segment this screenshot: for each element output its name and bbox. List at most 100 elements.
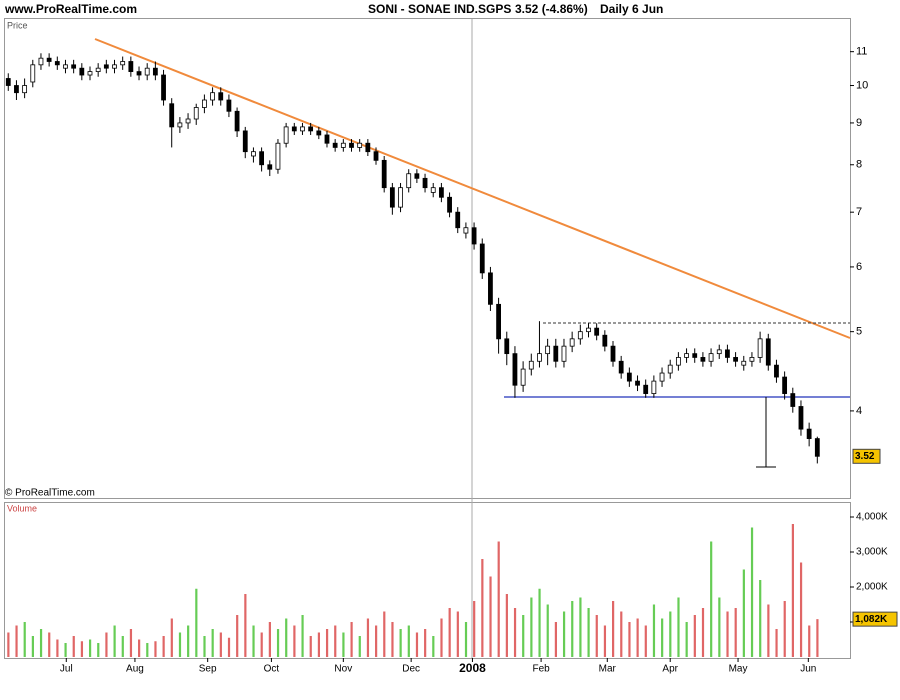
candle-body [577,331,583,340]
candle-body [569,338,575,347]
x-tick-label: Sep [199,664,217,675]
volume-bar [268,622,271,657]
candle-body [504,338,510,355]
candle-body [251,151,256,157]
x-tick-label: May [729,664,748,675]
volume-bar [260,632,263,657]
volume-bar [39,629,43,657]
y-tick-label: 3,000K [856,547,888,558]
y-tick-label: 5 [856,326,862,338]
candle-body [54,61,60,66]
volume-bar [677,597,680,657]
candle-body [765,338,771,366]
x-tick-label: Dec [402,664,420,675]
x-tick-label: Aug [126,664,144,675]
y-tick-label: 4 [856,405,862,417]
volume-bar [612,601,615,657]
chart-title: SONI - SONAE IND.SGPS [368,2,511,16]
candle-body [659,372,665,382]
volume-bar [456,611,459,657]
y-tick-label: 4,000K [856,512,888,523]
volume-bar [505,594,508,657]
candle-body [14,85,19,94]
candle-body [30,64,36,83]
candle-body [602,334,608,347]
candle-body [643,384,649,394]
volume-bar [211,629,214,657]
volume-bar [154,641,157,657]
volume-bar [219,632,222,657]
volume-bar [383,611,386,657]
candle-body [112,64,117,69]
y-tick-label: 10 [856,79,868,91]
candles [5,53,820,464]
candle-body [177,122,183,128]
volume-bar [88,639,92,657]
last-price-badge [852,448,881,464]
candle-body [684,353,689,358]
candle-body [300,126,305,132]
candle-body [708,353,714,362]
candle-body [389,187,395,208]
volume-bar [652,604,656,657]
y-tick-label: 8 [856,159,862,171]
volume-bar [227,637,231,657]
candle-body [725,349,730,358]
volume-badge [852,611,898,627]
candle-body [185,118,191,124]
volume-bar [775,629,778,657]
volume-bar [759,580,762,657]
candle-body [46,57,52,62]
volume-bar [80,641,84,657]
candle-body [447,196,452,213]
volume-bar [31,636,34,657]
candle-body [152,67,158,76]
volume-bars [7,524,819,657]
candle-body [520,368,526,386]
candle-body [798,406,804,430]
volume-bar [146,643,149,657]
volume-bar [105,632,108,657]
volume-bar [97,643,100,657]
candle-body [398,187,403,208]
candle-body [651,380,657,394]
candle-body [406,173,412,189]
x-tick-label: 2008 [459,661,486,675]
volume-bar [129,629,133,657]
candle-body [193,107,199,120]
candle-body [5,78,11,86]
candle-body [373,151,379,161]
candle-body [675,357,681,366]
volume-bar [244,594,247,657]
candle-body [455,211,461,229]
candle-body [814,438,820,457]
volume-bar [440,618,443,657]
volume-bar [64,643,67,657]
volume-bar [783,601,786,657]
candle-body [716,349,722,355]
volume-bar [334,625,337,657]
volume-bar [571,601,574,657]
candle-body [218,92,224,101]
volume-label: Volume [7,503,37,513]
volume-bar [138,639,141,657]
volume-bar [15,625,18,657]
candle-body [618,360,624,374]
candle-body [267,164,273,170]
volume-bar [170,618,173,657]
volume-bar [473,601,476,657]
volume-bar [121,636,124,657]
volume-bar [685,622,688,657]
candle-body [63,64,68,69]
candle-body [430,187,436,193]
candle-body [594,327,600,336]
x-tick-label: Mar [599,664,617,675]
x-tick-label: Jun [800,664,816,675]
y-tick-label: 7 [856,206,862,218]
candle-body [79,67,85,76]
volume-bar [23,622,26,657]
candle-body [234,110,240,132]
volume-bar [187,625,190,657]
candle-body [38,57,44,66]
